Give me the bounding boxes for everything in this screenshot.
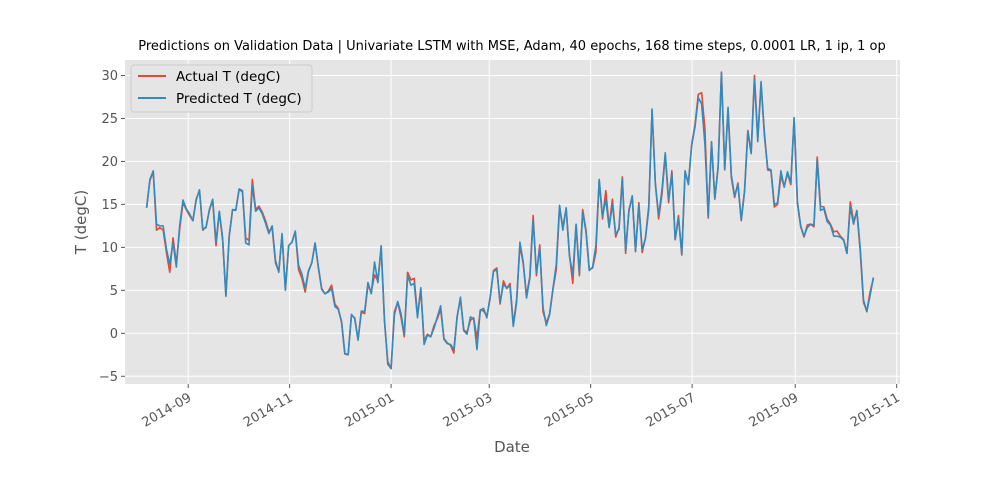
- y-tick-label: 5: [110, 284, 118, 299]
- grid: [125, 60, 900, 384]
- series-group: [145, 71, 875, 370]
- plot-background: [125, 60, 900, 384]
- x-tick-label: 2015-05: [542, 390, 597, 430]
- y-tick-label: 0: [110, 327, 118, 342]
- legend-label-predicted: Predicted T (degC): [176, 91, 302, 107]
- x-tick-label: 2015-07: [644, 390, 699, 430]
- y-tick-label: 25: [101, 112, 118, 127]
- y-tick-label: 30: [101, 69, 118, 84]
- predicted-series-line: [145, 72, 875, 370]
- legend: Actual T (degC) Predicted T (degC): [130, 64, 313, 113]
- y-axis: −5 0 5 10 15 20 25 30: [99, 69, 125, 385]
- x-tick-label: 2014-11: [241, 390, 296, 430]
- y-tick-label: −5: [99, 370, 118, 385]
- x-axis: 2014-09 2014-11 2015-01 2015-03 2015-05 2015-…: [140, 384, 903, 431]
- x-tick-label: 2015-01: [343, 390, 398, 430]
- legend-box: [130, 64, 313, 113]
- y-tick-label: 15: [101, 198, 118, 213]
- y-tick-label: 10: [101, 241, 118, 256]
- legend-label-actual: Actual T (degC): [176, 69, 281, 85]
- x-tick-label: 2015-11: [848, 390, 903, 430]
- y-axis-label: T (degC): [72, 190, 90, 255]
- x-tick-label: 2015-09: [747, 390, 802, 430]
- x-axis-label: Date: [494, 438, 530, 456]
- y-tick-label: 20: [101, 155, 118, 170]
- chart-title: Predictions on Validation Data | Univari…: [138, 39, 885, 54]
- x-tick-label: 2015-03: [441, 390, 496, 430]
- x-tick-label: 2014-09: [140, 390, 195, 430]
